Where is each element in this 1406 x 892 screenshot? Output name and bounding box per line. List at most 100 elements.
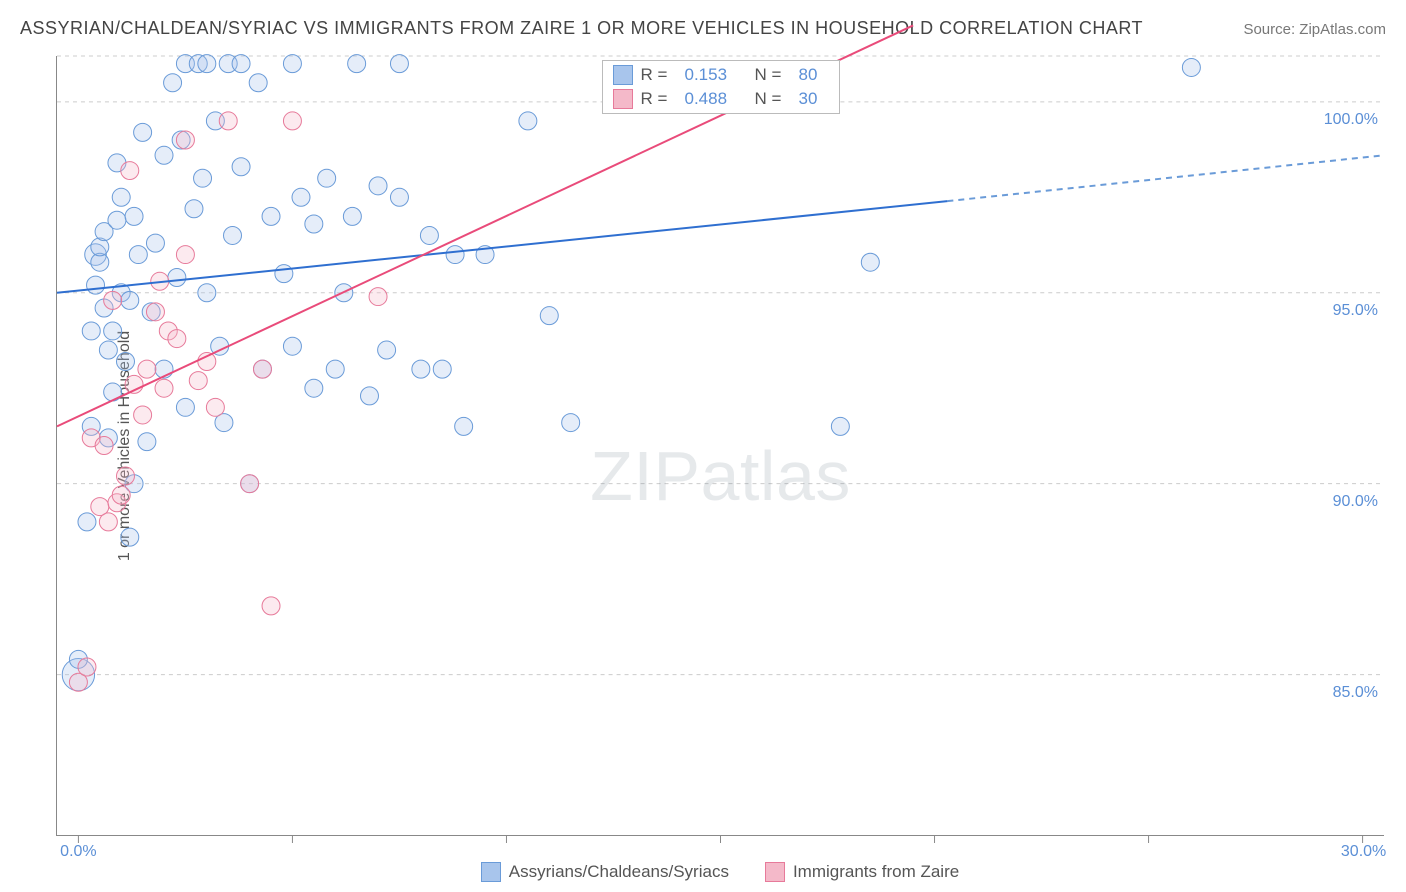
data-point (232, 158, 250, 176)
data-point (831, 417, 849, 435)
data-point (99, 341, 117, 359)
data-point (540, 307, 558, 325)
data-point (249, 74, 267, 92)
data-point (189, 372, 207, 390)
data-point (348, 55, 366, 73)
legend-n-value-0: 80 (799, 65, 829, 85)
data-point (446, 246, 464, 264)
data-point (390, 188, 408, 206)
legend-r-value-0: 0.153 (685, 65, 747, 85)
data-point (78, 658, 96, 676)
data-point (198, 55, 216, 73)
series-legend-item-0: Assyrians/Chaldeans/Syriacs (481, 862, 729, 882)
data-point (87, 276, 105, 294)
data-point (155, 379, 173, 397)
x-tick-label: 0.0% (60, 843, 96, 861)
data-point (155, 146, 173, 164)
data-point (519, 112, 537, 130)
data-point (326, 360, 344, 378)
data-point (369, 177, 387, 195)
series-legend-label-1: Immigrants from Zaire (793, 862, 959, 882)
data-point (176, 246, 194, 264)
data-point (164, 74, 182, 92)
data-point (198, 284, 216, 302)
legend-swatch-0 (613, 65, 633, 85)
data-point (168, 268, 186, 286)
data-point (108, 211, 126, 229)
data-point (369, 288, 387, 306)
data-point (116, 467, 134, 485)
data-point (275, 265, 293, 283)
source-label: Source: ZipAtlas.com (1243, 21, 1386, 38)
data-point (146, 303, 164, 321)
data-point (121, 162, 139, 180)
data-point (360, 387, 378, 405)
data-point (121, 528, 139, 546)
data-point (343, 207, 361, 225)
data-point (138, 360, 156, 378)
data-point (305, 379, 323, 397)
data-point (185, 200, 203, 218)
data-point (176, 131, 194, 149)
chart-title: ASSYRIAN/CHALDEAN/SYRIAC VS IMMIGRANTS F… (20, 18, 1143, 39)
data-point (292, 188, 310, 206)
data-point (206, 398, 224, 416)
data-point (262, 207, 280, 225)
data-point (253, 360, 271, 378)
data-point (194, 169, 212, 187)
data-point (95, 437, 113, 455)
legend-r-value-1: 0.488 (685, 89, 747, 109)
legend-row-series-1: R = 0.488 N = 30 (603, 87, 839, 111)
series-legend-label-0: Assyrians/Chaldeans/Syriacs (509, 862, 729, 882)
data-point (318, 169, 336, 187)
title-row: ASSYRIAN/CHALDEAN/SYRIAC VS IMMIGRANTS F… (20, 18, 1386, 39)
data-point (283, 337, 301, 355)
legend-n-label-1: N = (755, 89, 791, 109)
data-point (378, 341, 396, 359)
series-legend: Assyrians/Chaldeans/Syriacs Immigrants f… (56, 862, 1384, 882)
data-point (283, 55, 301, 73)
data-point (562, 414, 580, 432)
legend-swatch-1 (613, 89, 633, 109)
data-point (104, 291, 122, 309)
series-legend-swatch-0 (481, 862, 501, 882)
data-point (129, 246, 147, 264)
data-point (262, 597, 280, 615)
data-point (455, 417, 473, 435)
chart-container: ASSYRIAN/CHALDEAN/SYRIAC VS IMMIGRANTS F… (0, 0, 1406, 892)
legend-n-value-1: 30 (799, 89, 829, 109)
data-point (104, 322, 122, 340)
plot-area: ZIPatlas R = 0.153 N = 80 R = 0.488 N = … (56, 56, 1384, 836)
data-point (121, 291, 139, 309)
data-point (146, 234, 164, 252)
data-point (176, 398, 194, 416)
data-point (78, 513, 96, 531)
data-point (420, 226, 438, 244)
regression-line (947, 155, 1384, 201)
legend-n-label-0: N = (755, 65, 791, 85)
data-point (112, 486, 130, 504)
series-legend-item-1: Immigrants from Zaire (765, 862, 959, 882)
data-point (134, 123, 152, 141)
data-point (99, 513, 117, 531)
data-point (138, 433, 156, 451)
data-point (390, 55, 408, 73)
plot-svg (57, 56, 1384, 835)
data-point (241, 475, 259, 493)
data-point (116, 353, 134, 371)
legend-r-label-0: R = (641, 65, 677, 85)
data-point (861, 253, 879, 271)
data-point (219, 112, 237, 130)
data-point (125, 207, 143, 225)
data-point (134, 406, 152, 424)
data-point (1182, 58, 1200, 76)
data-point (283, 112, 301, 130)
series-legend-swatch-1 (765, 862, 785, 882)
correlation-legend: R = 0.153 N = 80 R = 0.488 N = 30 (602, 60, 840, 114)
x-tick-label: 30.0% (1341, 843, 1386, 861)
data-point (224, 226, 242, 244)
data-point (433, 360, 451, 378)
data-point (112, 188, 130, 206)
data-point (168, 330, 186, 348)
legend-row-series-0: R = 0.153 N = 80 (603, 63, 839, 87)
